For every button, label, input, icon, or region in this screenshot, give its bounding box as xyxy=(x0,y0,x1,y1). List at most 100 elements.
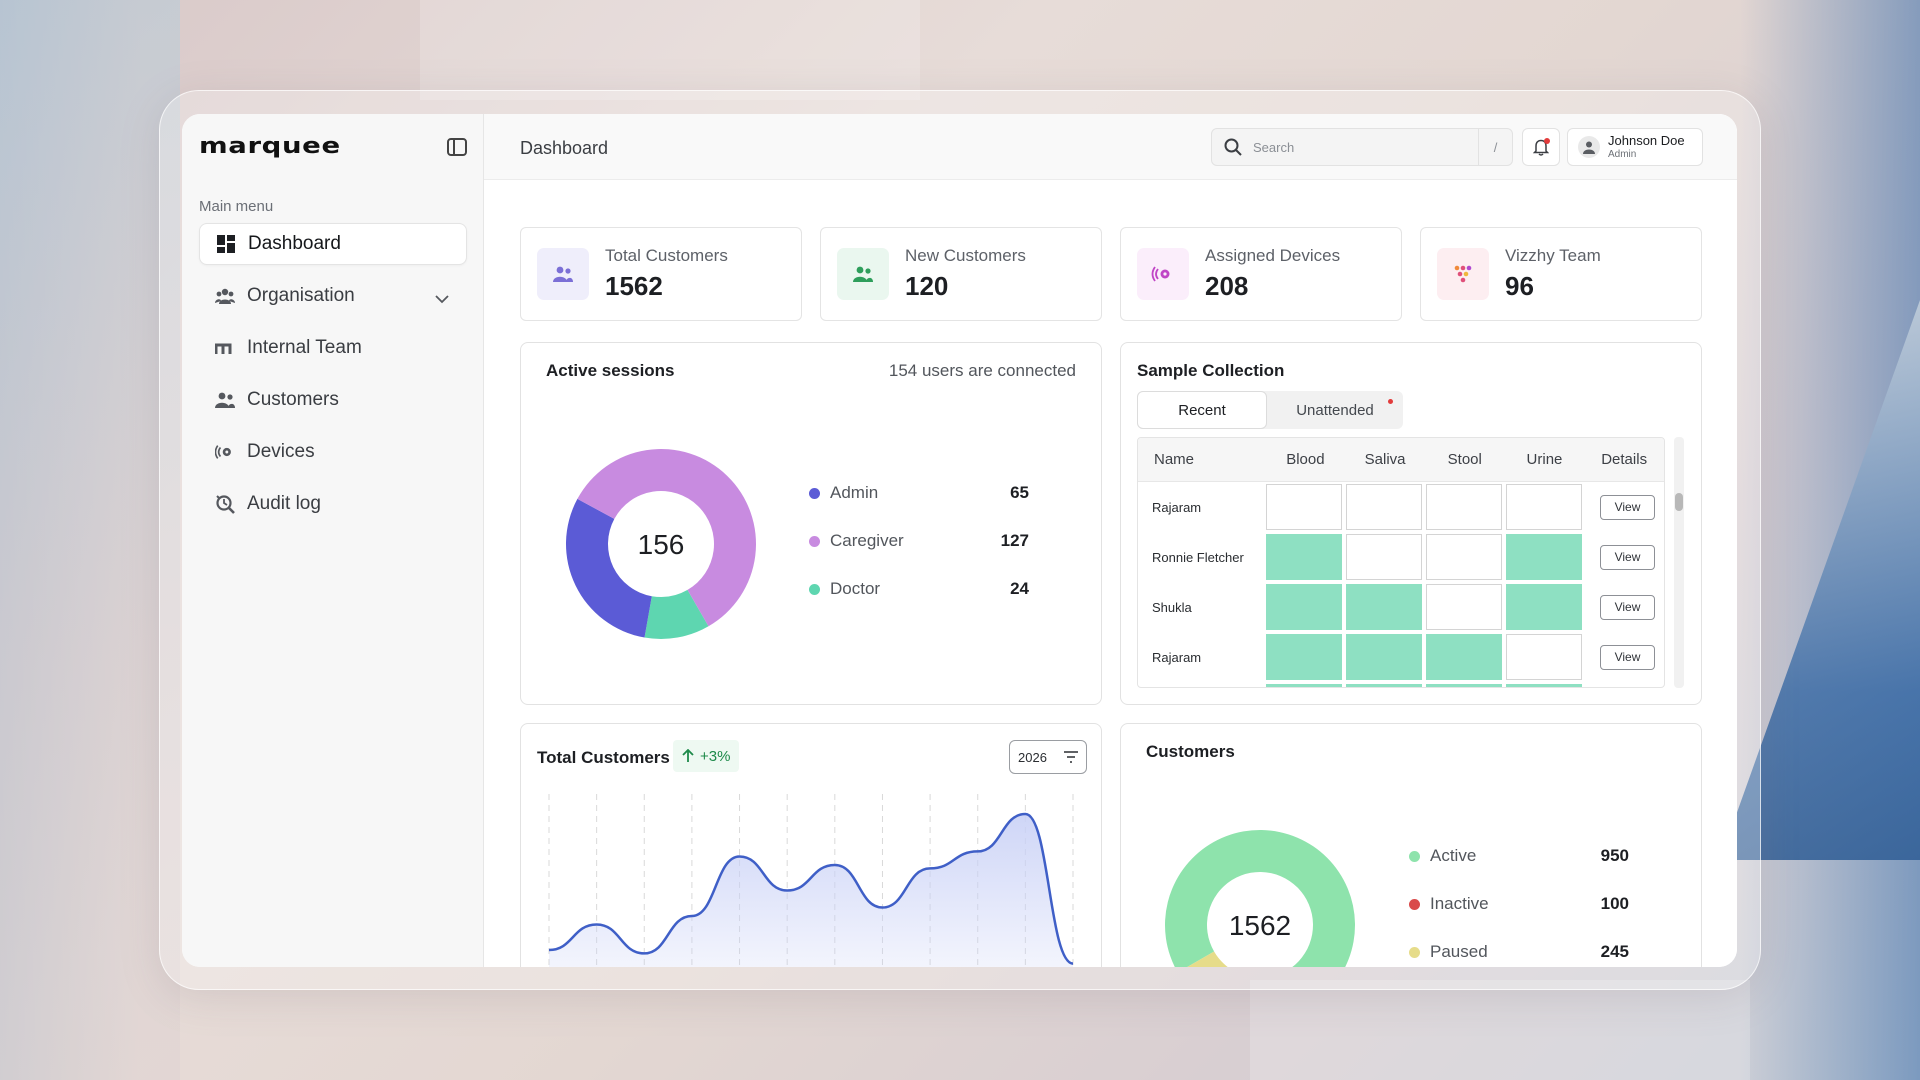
logo[interactable]: marquee xyxy=(199,134,340,159)
sample-status-cell xyxy=(1346,534,1422,580)
search-input[interactable] xyxy=(1253,139,1473,155)
unattended-badge xyxy=(1388,399,1393,404)
sample-status-cell xyxy=(1266,484,1342,530)
sidebar-item-dashboard[interactable]: Dashboard xyxy=(199,223,467,265)
legend-item-paused: Paused 245 xyxy=(1409,928,1629,967)
notification-button[interactable] xyxy=(1522,128,1560,166)
sample-status-cell xyxy=(1346,484,1422,530)
legend-dot xyxy=(809,487,820,499)
stat-label: New Customers xyxy=(905,246,1026,265)
year-filter-button[interactable]: 2026 xyxy=(1009,740,1087,774)
legend-item-active: Active 950 xyxy=(1409,832,1629,880)
group-icon xyxy=(215,286,235,306)
sample-status-cell xyxy=(1346,684,1422,687)
sidebar-item-devices[interactable]: Devices xyxy=(199,431,467,473)
stat-value: 96 xyxy=(1505,271,1534,301)
donut-slice-paused xyxy=(1187,951,1228,967)
app-window: marquee Main menu Dashboard Organisation xyxy=(182,114,1737,967)
sidebar: marquee Main menu Dashboard Organisation xyxy=(182,114,484,967)
sidebar-item-audit-log[interactable]: Audit log xyxy=(199,483,467,525)
stat-value: 120 xyxy=(905,271,949,301)
sidebar-item-customers[interactable]: Customers xyxy=(199,379,467,421)
legend-item-caregiver: Caregiver 127 xyxy=(809,517,1029,565)
device-icon xyxy=(215,442,235,462)
legend-item-doctor: Doctor 24 xyxy=(809,565,1029,613)
sidebar-item-label: Dashboard xyxy=(248,233,341,254)
total-customers-card: Total Customers +3% 2026 xyxy=(520,723,1102,967)
table-scrollbar[interactable] xyxy=(1674,437,1684,688)
sample-status-cell xyxy=(1266,584,1342,630)
sample-status-cell xyxy=(1346,584,1422,630)
legend-value: 100 xyxy=(1600,894,1629,913)
sample-status-cell xyxy=(1266,634,1342,680)
view-button[interactable]: View xyxy=(1600,594,1655,620)
legend-label: Caregiver xyxy=(830,531,904,550)
menu-caption: Main menu xyxy=(199,198,274,215)
user-menu[interactable]: Johnson Doe Admin xyxy=(1567,128,1703,166)
sidebar-item-label: Organisation xyxy=(247,285,355,306)
legend-dot xyxy=(1409,946,1420,958)
table-row xyxy=(1138,682,1664,687)
area-fill xyxy=(549,814,1073,967)
sample-status-cell xyxy=(1506,534,1582,580)
stat-card-new-customers[interactable]: New Customers 120 xyxy=(820,227,1102,321)
legend-dot xyxy=(1409,898,1420,910)
sample-status-cell xyxy=(1346,634,1422,680)
chevron-down-icon[interactable] xyxy=(435,288,449,310)
view-button[interactable]: View xyxy=(1600,494,1655,520)
sidebar-toggle-icon[interactable] xyxy=(447,138,467,156)
sidebar-item-internal-team[interactable]: Internal Team xyxy=(199,327,467,369)
user-name: Johnson Doe xyxy=(1608,132,1685,148)
main-menu: Dashboard Organisation Internal Team xyxy=(199,223,467,535)
legend-value: 127 xyxy=(1000,531,1029,550)
donut-slice-caregiver xyxy=(577,449,756,627)
stat-card-total-customers[interactable]: Total Customers 1562 xyxy=(520,227,802,321)
sample-collection-card: Sample Collection Recent Unattended Name… xyxy=(1120,342,1702,705)
customers-total: 1562 xyxy=(1228,910,1292,941)
stat-value: 1562 xyxy=(605,271,663,301)
grid-icon xyxy=(216,234,236,254)
active-sessions-card: Active sessions 154 users are connected … xyxy=(520,342,1102,705)
table-body: Rajaram View Ronnie Fletcher View Shukla View… xyxy=(1138,482,1664,687)
stat-card-assigned-devices[interactable]: Assigned Devices 208 xyxy=(1120,227,1402,321)
stat-value: 208 xyxy=(1205,271,1249,301)
legend-item-admin: Admin 65 xyxy=(809,469,1029,517)
series-line xyxy=(548,812,1074,965)
m-logo-icon xyxy=(215,338,235,358)
tab-unattended[interactable]: Unattended xyxy=(1267,391,1403,429)
arrow-up-icon xyxy=(682,749,694,762)
legend-value: 950 xyxy=(1600,846,1629,865)
sample-status-cell xyxy=(1506,584,1582,630)
column-header: Details xyxy=(1601,451,1648,468)
audit-icon xyxy=(215,494,235,514)
legend-value: 65 xyxy=(1010,483,1029,502)
customers-donut-svg xyxy=(1165,830,1355,967)
legend-value: 245 xyxy=(1600,942,1629,961)
tab-recent[interactable]: Recent xyxy=(1137,391,1267,429)
stat-label: Vizzhy Team xyxy=(1505,246,1601,265)
view-button[interactable]: View xyxy=(1600,544,1655,570)
column-header: Saliva xyxy=(1364,451,1406,468)
legend-label: Inactive xyxy=(1430,894,1489,913)
sidebar-item-organisation[interactable]: Organisation xyxy=(199,275,467,317)
sessions-total: 156 xyxy=(637,529,685,560)
table-row: Ronnie Fletcher View xyxy=(1138,532,1664,582)
view-button[interactable]: View xyxy=(1600,644,1655,670)
card-title: Sample Collection xyxy=(1137,361,1285,380)
notification-badge xyxy=(1544,138,1550,144)
sample-status-cell xyxy=(1426,684,1502,687)
legend-item-inactive: Inactive 100 xyxy=(1409,880,1629,928)
legend-label: Paused xyxy=(1430,942,1488,961)
sample-status-cell xyxy=(1266,534,1342,580)
table-row: Rajaram View xyxy=(1138,482,1664,532)
search-box[interactable]: / xyxy=(1211,128,1513,166)
scrollbar-thumb[interactable] xyxy=(1675,493,1683,511)
patient-name: Shukla xyxy=(1152,599,1192,615)
total-customers-chart xyxy=(548,794,1074,967)
sidebar-item-label: Customers xyxy=(247,389,339,410)
customers-legend: Active 950 Inactive 100 Paused 245 xyxy=(1409,832,1629,967)
device-icon xyxy=(1137,248,1189,300)
sample-status-cell xyxy=(1266,684,1342,687)
stat-card-vizzhy-team[interactable]: Vizzhy Team 96 xyxy=(1420,227,1702,321)
card-title: Active sessions xyxy=(546,361,675,380)
